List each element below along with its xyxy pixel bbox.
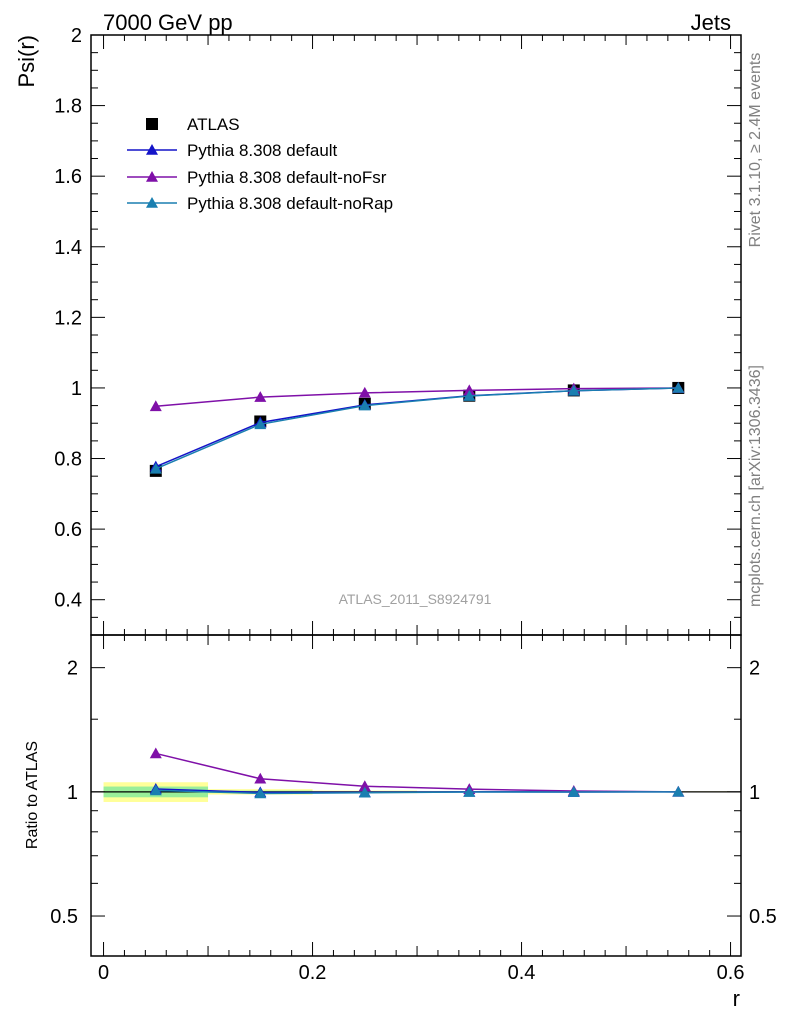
ratio-point bbox=[358, 786, 371, 798]
x-tick-label: 0 bbox=[98, 962, 109, 984]
main-y-tick-label: 1.6 bbox=[54, 166, 82, 188]
mcplots-label: mcplots.cern.ch [arXiv:1306.3436] bbox=[747, 365, 764, 607]
mc-point bbox=[567, 384, 580, 396]
legend-marker bbox=[146, 197, 158, 208]
mc-point bbox=[254, 391, 267, 402]
mc-point bbox=[358, 386, 371, 398]
ratio-point bbox=[463, 786, 476, 797]
x-tick-label: 0.4 bbox=[508, 962, 536, 984]
mc-point bbox=[358, 399, 371, 411]
rivet-label: Rivet 3.1.10, ≥ 2.4M events bbox=[747, 53, 764, 248]
legend-label: Pythia 8.308 default bbox=[187, 141, 338, 160]
mc-point bbox=[149, 462, 162, 474]
ratio-point bbox=[149, 784, 162, 796]
header-left: 7000 GeV pp bbox=[103, 10, 233, 35]
ratio-y-tick-label: 0.5 bbox=[50, 906, 78, 928]
main-y-tick-label: 0.4 bbox=[54, 590, 82, 612]
mc-point bbox=[463, 384, 476, 396]
mc-point bbox=[149, 400, 162, 412]
mc-point bbox=[672, 381, 685, 393]
ratio-point bbox=[254, 787, 267, 799]
ratio-point bbox=[672, 785, 685, 797]
legend-marker-atlas bbox=[146, 118, 158, 130]
main-y-tick-label: 0.8 bbox=[54, 449, 82, 471]
mc-point bbox=[254, 418, 267, 430]
main-y-tick-label: 0.6 bbox=[54, 519, 82, 541]
ratio-y-tick-label: 2 bbox=[67, 658, 78, 680]
main-y-tick-label: 2 bbox=[71, 25, 82, 47]
main-y-tick-label: 1 bbox=[71, 378, 82, 400]
analysis-watermark: ATLAS_2011_S8924791 bbox=[339, 591, 492, 607]
legend-marker bbox=[146, 171, 158, 182]
ratio-point bbox=[149, 747, 162, 759]
ratio-point bbox=[358, 780, 371, 792]
mc-point bbox=[463, 390, 476, 401]
x-tick-label: 0.6 bbox=[717, 962, 745, 984]
series-line-2 bbox=[155, 387, 679, 408]
ratio-y-tick-label-right: 0.5 bbox=[749, 906, 777, 928]
ratio-y-tick-label-right: 2 bbox=[749, 658, 760, 680]
ratio-y-tick-label-right: 1 bbox=[749, 782, 760, 804]
main-y-axis-title: Psi(r) bbox=[14, 35, 39, 88]
ratio-y-axis-title: Ratio to ATLAS bbox=[24, 741, 41, 849]
legend-label: Pythia 8.308 default-noFsr bbox=[187, 168, 387, 187]
legend-marker bbox=[146, 144, 158, 155]
legend-label: ATLAS bbox=[187, 115, 240, 134]
x-tick-label: 0.2 bbox=[299, 962, 327, 984]
ratio-point bbox=[254, 772, 267, 784]
main-y-tick-label: 1.2 bbox=[54, 307, 82, 329]
x-axis-title: r bbox=[733, 986, 740, 1011]
ratio-frame bbox=[90, 634, 742, 957]
main-y-tick-label: 1.8 bbox=[54, 96, 82, 118]
main-plot-series bbox=[149, 381, 685, 477]
ratio-line-1 bbox=[155, 752, 679, 793]
ratio-line-2 bbox=[155, 789, 679, 795]
header-right: Jets bbox=[691, 10, 731, 35]
ratio-y-tick-label: 1 bbox=[67, 782, 78, 804]
axes: 0 0.2 0.4 0.6 0.4 0.6 0.8 1 1.2 1.4 1.6 1.8 2 0.5 0.5 1… bbox=[50, 25, 777, 984]
ratio-point bbox=[567, 786, 580, 797]
series-line-3 bbox=[155, 387, 679, 470]
ratio-plot-series bbox=[149, 747, 685, 799]
legend: ATLAS Pythia 8.308 default Pythia 8.308 de… bbox=[127, 115, 393, 213]
main-y-tick-label: 1.4 bbox=[54, 237, 82, 259]
legend-label: Pythia 8.308 default-noRap bbox=[187, 194, 393, 213]
